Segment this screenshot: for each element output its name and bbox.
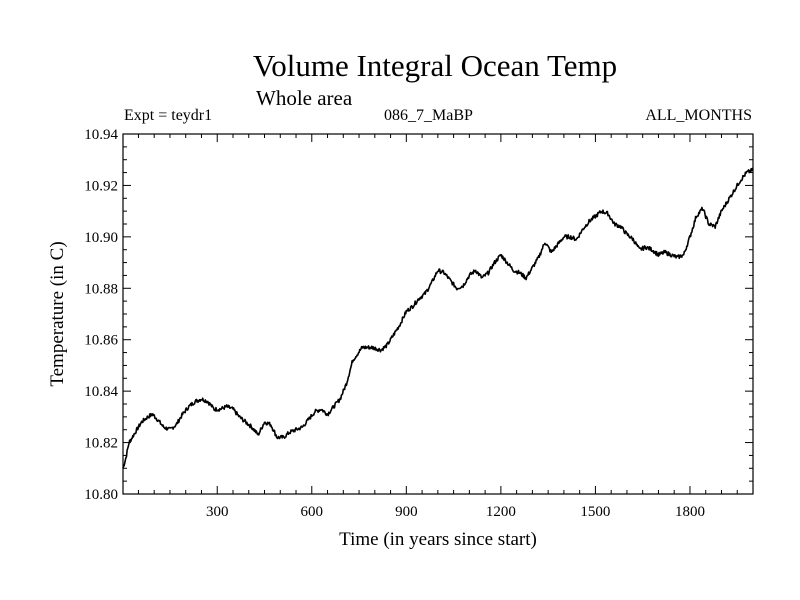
x-tick-label: 1200: [486, 504, 516, 520]
y-tick-label: 10.88: [84, 281, 118, 297]
axis-ticks: [123, 133, 753, 495]
x-tick-label: 1800: [675, 504, 705, 520]
y-tick-label: 10.90: [84, 230, 118, 246]
experiment-label: Expt = teydr1: [124, 107, 213, 124]
x-tick-labels: 300 600 900 1200 1500 1800: [206, 504, 705, 520]
run-label: 086_7_MaBP: [384, 107, 473, 124]
chart-subtitle: Whole area: [256, 86, 353, 110]
y-tick-label: 10.86: [84, 333, 118, 349]
x-tick-label: 300: [206, 504, 229, 520]
x-axis-label: Time (in years since start): [339, 529, 537, 550]
y-tick-label: 10.80: [84, 487, 118, 503]
y-tick-label: 10.94: [84, 127, 118, 143]
chart-title: Volume Integral Ocean Temp: [252, 48, 618, 83]
y-tick-label: 10.92: [84, 178, 118, 194]
y-tick-label: 10.84: [84, 384, 118, 400]
y-tick-label: 10.82: [84, 436, 118, 452]
y-tick-labels: 10.80 10.82 10.84 10.86 10.88 10.90 10.92 10.94: [84, 127, 118, 503]
y-axis-label: Temperature (in C): [47, 241, 68, 386]
plot-frame: [122, 133, 754, 495]
x-tick-label: 600: [301, 504, 324, 520]
months-label: ALL_MONTHS: [645, 107, 752, 124]
x-tick-label: 900: [395, 504, 418, 520]
x-tick-label: 1500: [580, 504, 610, 520]
series-line: [122, 167, 754, 469]
